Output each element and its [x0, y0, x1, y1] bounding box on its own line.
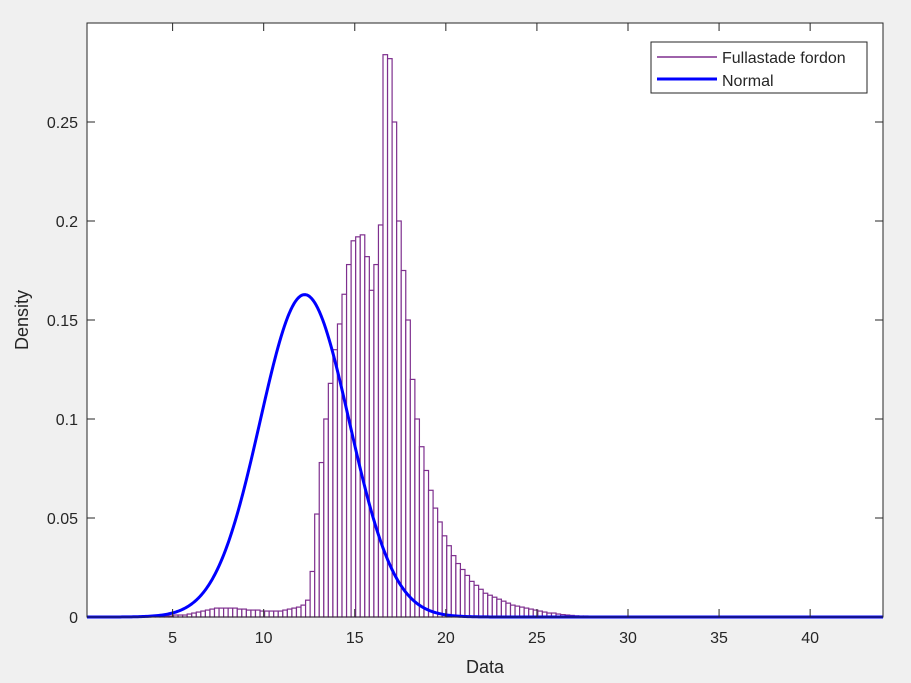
- histogram-bar: [473, 584, 480, 618]
- histogram-bar: [446, 545, 452, 618]
- histogram-bar: [332, 349, 339, 618]
- histogram-bar: [364, 256, 370, 618]
- histogram-bar: [341, 293, 348, 618]
- histogram-bar: [318, 461, 325, 618]
- histogram-bar: [277, 610, 284, 618]
- histogram-bar: [459, 568, 466, 618]
- histogram-bar: [223, 607, 229, 618]
- histogram-bar: [437, 521, 443, 618]
- histogram-bar: [509, 604, 516, 618]
- y-tick-label: 0.2: [56, 214, 78, 231]
- histogram-bar: [377, 224, 384, 618]
- histogram-bar: [423, 469, 430, 618]
- legend-box: [650, 41, 868, 94]
- histogram-bar: [427, 489, 434, 618]
- histogram-bar: [359, 234, 366, 618]
- histogram-bar: [241, 608, 247, 618]
- y-tick-label: 0.15: [47, 313, 78, 330]
- histogram-bar: [500, 600, 507, 618]
- y-tick-label: 0.05: [47, 511, 78, 528]
- x-tick-label: 35: [710, 630, 728, 647]
- histogram-bar: [268, 610, 275, 618]
- x-tick-label: 15: [346, 630, 364, 647]
- histogram-bar: [464, 574, 471, 618]
- x-tick-label: 40: [801, 630, 819, 647]
- histogram-bar: [432, 507, 439, 618]
- histogram-bar: [250, 609, 257, 618]
- legend-label-histogram: Fullastade fordon: [722, 50, 846, 67]
- legend: Fullastade fordon Normal: [650, 41, 868, 94]
- histogram-bar: [213, 607, 220, 618]
- histogram-bar: [200, 610, 206, 618]
- histogram-bar: [327, 382, 334, 618]
- histogram-bar: [391, 121, 398, 618]
- histogram-bar: [450, 555, 457, 618]
- histogram-bar: [309, 570, 316, 618]
- histogram-bar: [455, 562, 462, 618]
- histogram-bar: [273, 610, 279, 618]
- histogram-bar: [468, 580, 475, 618]
- histogram-bar: [414, 418, 421, 618]
- histogram-bar: [400, 269, 407, 618]
- x-tick-label: 5: [168, 630, 177, 647]
- histogram-bar: [396, 220, 402, 618]
- histogram-bar: [204, 609, 211, 618]
- histogram-bar: [355, 236, 361, 618]
- histogram-bar: [236, 608, 243, 618]
- x-tick-label: 10: [255, 630, 273, 647]
- histogram-bar: [209, 608, 216, 618]
- x-axis-label: Data: [466, 657, 505, 677]
- y-axis-label: Density: [12, 290, 32, 350]
- histogram-bar: [441, 535, 448, 618]
- plot-area: [87, 23, 883, 617]
- y-tick-label: 0: [69, 610, 78, 627]
- histogram-bar: [232, 607, 238, 618]
- histogram-bar: [409, 378, 416, 618]
- histogram-bar: [386, 58, 393, 618]
- x-tick-label: 30: [619, 630, 637, 647]
- histogram-bar: [514, 605, 521, 618]
- histogram-bar: [491, 596, 498, 618]
- histogram-bar: [191, 612, 197, 618]
- histogram-bar: [263, 610, 270, 618]
- histogram-bar: [245, 609, 252, 618]
- histogram-bar: [218, 607, 225, 618]
- y-tick-label: 0.25: [47, 115, 78, 132]
- histogram-bar: [314, 513, 320, 618]
- histogram-bar: [505, 602, 512, 618]
- x-axis-ticks: 5 10 15 20 25 30 35 40: [168, 23, 819, 647]
- histogram-bar: [295, 606, 302, 618]
- histogram-bar: [227, 607, 234, 618]
- histogram-bar: [323, 418, 329, 618]
- histogram-bar: [418, 446, 425, 618]
- histogram-bar: [345, 263, 352, 618]
- legend-label-normal: Normal: [722, 73, 774, 90]
- histogram-bar: [382, 54, 389, 618]
- y-tick-label: 0.1: [56, 412, 78, 429]
- histogram-bar: [195, 611, 202, 618]
- histogram-bar: [304, 599, 311, 618]
- histogram-bar: [478, 588, 484, 618]
- histogram-bar: [300, 604, 307, 618]
- histogram-bar: [482, 592, 489, 618]
- histogram-bar: [373, 263, 380, 618]
- plot-frame: [86, 22, 884, 618]
- histogram-bar: [286, 608, 293, 618]
- histogram-bar: [368, 289, 375, 618]
- histogram-bar: [254, 609, 261, 618]
- histogram-bar: [405, 319, 411, 618]
- histogram-bar: [291, 607, 298, 618]
- x-tick-label: 25: [528, 630, 546, 647]
- x-tick-label: 20: [437, 630, 455, 647]
- histogram-bar: [496, 598, 502, 618]
- histogram-bar: [487, 594, 493, 618]
- histogram-bar: [282, 609, 288, 618]
